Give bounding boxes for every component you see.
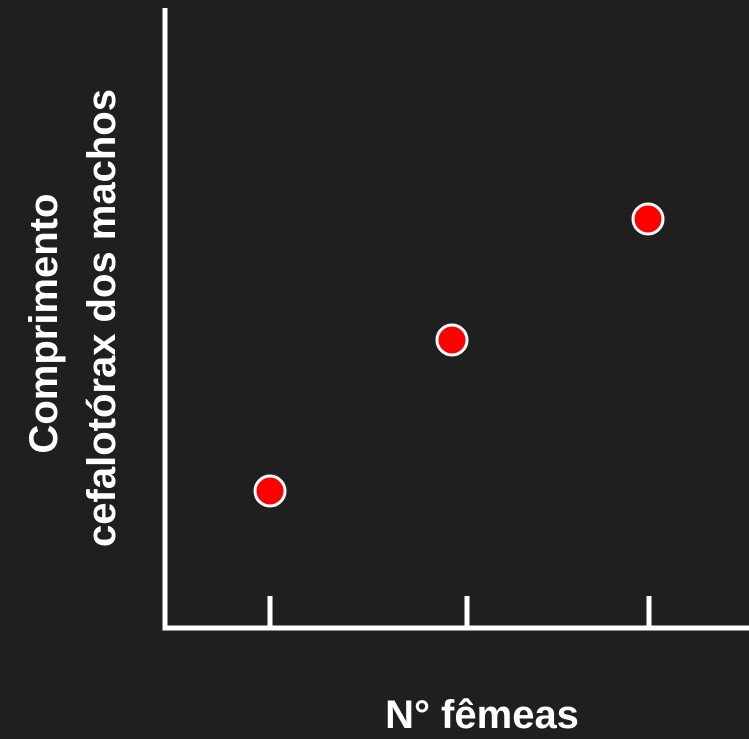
axes bbox=[162, 8, 749, 631]
y-axis-label: Comprimento cefalotórax dos machos bbox=[22, 89, 124, 547]
data-point-2 bbox=[435, 323, 469, 357]
data-point-1 bbox=[253, 474, 287, 508]
y-axis-label-line-2: cefalotórax dos machos bbox=[80, 89, 124, 547]
y-axis-label-line-1: Comprimento bbox=[22, 194, 66, 454]
x-axis-ticks bbox=[267, 596, 652, 628]
data-points bbox=[253, 202, 665, 508]
data-point-3 bbox=[631, 202, 665, 236]
x-axis-label: N° fêmeas bbox=[385, 693, 579, 737]
